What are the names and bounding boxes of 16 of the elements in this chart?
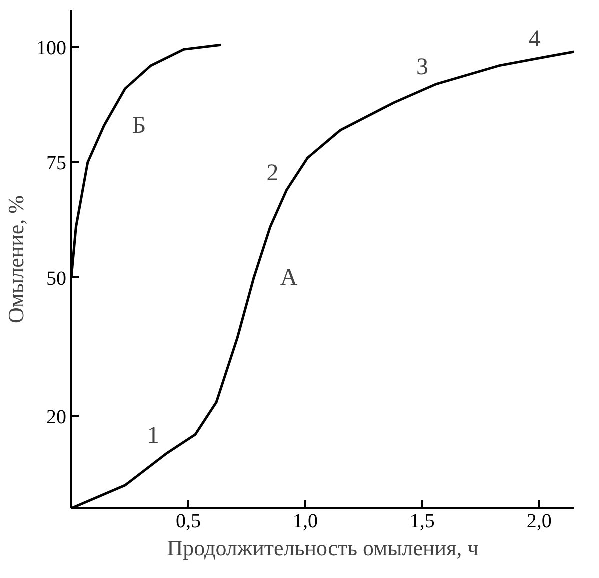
annotation: 1 (147, 423, 160, 450)
annotation: 3 (416, 54, 428, 80)
y-tick-label: 20 (46, 406, 66, 428)
x-tick-label: 2,0 (526, 510, 552, 532)
y-tick-label: 75 (46, 152, 66, 175)
annotation: 4 (528, 26, 541, 53)
series-label: Б (132, 112, 146, 139)
series-label: А (280, 264, 298, 291)
x-tick-label: 0,5 (176, 510, 201, 532)
annotation: 2 (266, 160, 279, 186)
y-axis-title: Омыление, % (4, 196, 28, 324)
x-tick-label: 1,0 (292, 510, 318, 532)
y-tick-label: 100 (36, 37, 66, 60)
x-axis-title: Продолжительность омыления, ч (167, 536, 479, 560)
y-tick-label: 50 (46, 268, 66, 290)
x-tick-label: 1,5 (410, 510, 435, 532)
